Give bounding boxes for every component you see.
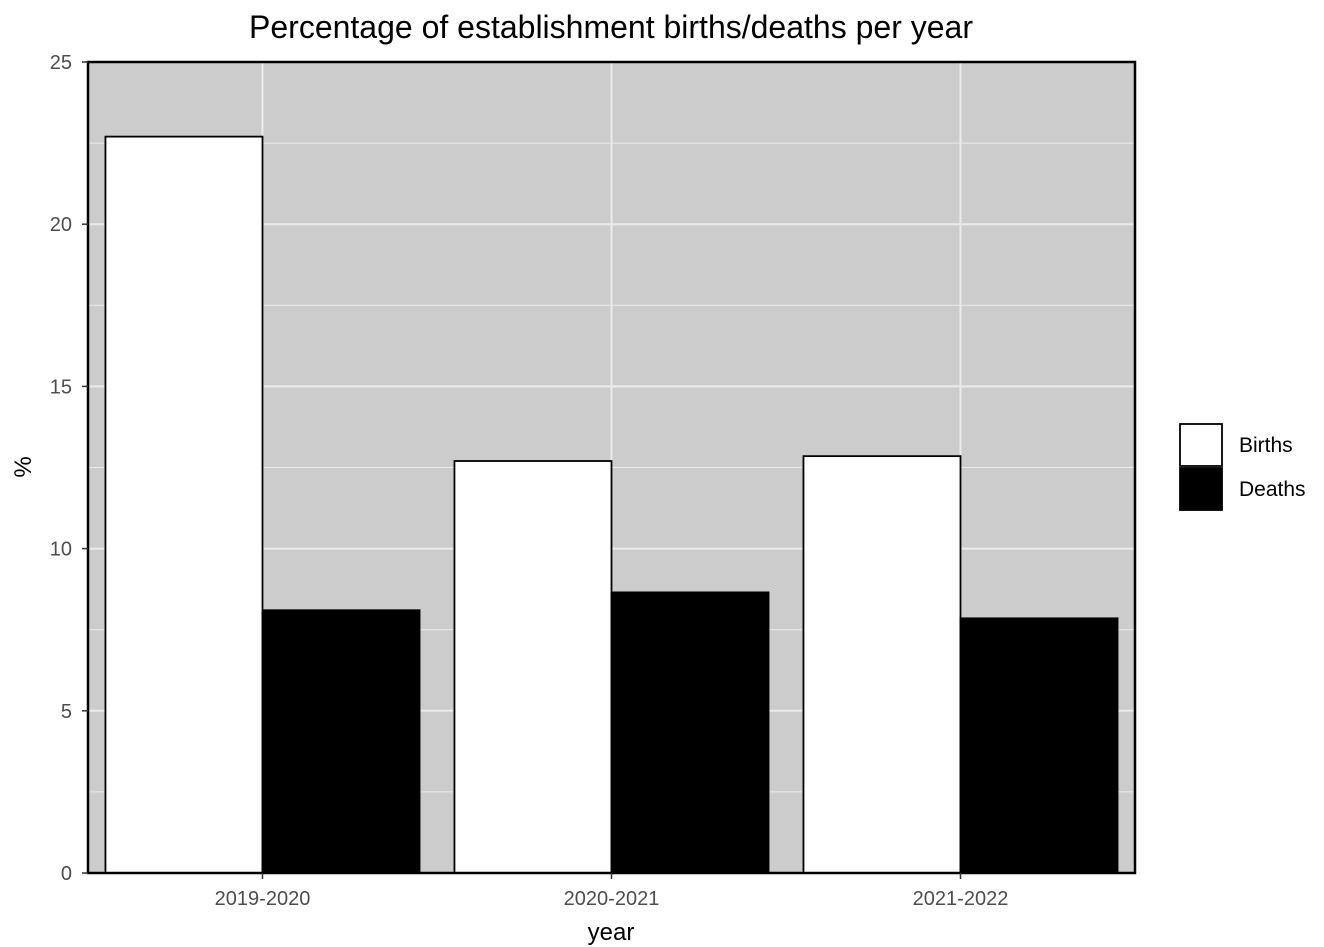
x-axis-title: year [588, 919, 635, 946]
bar-deaths-2020-2021 [610, 591, 770, 874]
bar-deaths-2019-2020 [261, 609, 421, 874]
x-tick-label: 2021-2022 [913, 888, 1009, 910]
legend-key-deaths [1179, 467, 1223, 511]
legend: Births Deaths [1179, 423, 1306, 511]
legend-label-births: Births [1239, 434, 1293, 457]
bar-deaths-2021-2022 [959, 617, 1119, 874]
y-tick-label: 0 [61, 863, 72, 885]
y-tick-label: 10 [50, 539, 72, 561]
x-tick-label: 2020-2021 [564, 888, 660, 910]
legend-label-deaths: Deaths [1239, 478, 1306, 501]
bar-births-2021-2022 [802, 455, 962, 874]
y-tick-label: 25 [50, 52, 72, 74]
bar-births-2020-2021 [453, 460, 613, 874]
y-tick-label: 15 [50, 376, 72, 398]
y-tick-label: 20 [50, 214, 72, 236]
legend-key-births [1179, 423, 1223, 467]
y-axis-title: % [10, 456, 37, 477]
chart-title: Percentage of establishment births/death… [249, 9, 973, 45]
bars [104, 135, 1119, 874]
x-tick-label: 2019-2020 [215, 888, 311, 910]
y-tick-label: 5 [61, 701, 72, 723]
y-axis-ticks: 0 5 10 15 20 25 [50, 52, 88, 885]
x-axis-ticks: 2019-2020 2020-2021 2021-2022 [215, 873, 1009, 910]
bar-births-2019-2020 [104, 135, 264, 874]
